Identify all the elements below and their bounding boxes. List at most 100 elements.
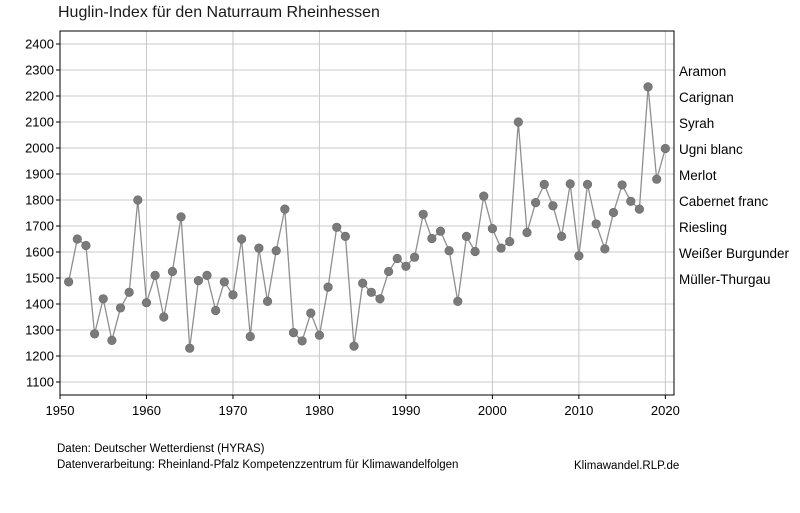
data-point	[124, 287, 134, 297]
data-point	[409, 252, 420, 262]
data-point	[470, 246, 480, 257]
data-point	[626, 196, 636, 206]
data-point	[332, 222, 342, 232]
x-tick-label: 1980	[305, 403, 334, 418]
series-line	[67, 86, 667, 349]
data-point	[539, 179, 549, 189]
data-point	[531, 198, 541, 208]
data-point	[444, 246, 454, 256]
data-point	[150, 270, 160, 281]
y-tick-label: 1800	[25, 193, 54, 208]
data-point	[479, 191, 489, 201]
data-point	[288, 328, 299, 338]
data-point	[133, 195, 143, 205]
data-point	[392, 253, 402, 264]
data-point	[384, 266, 394, 277]
data-point	[254, 243, 264, 253]
data-point	[660, 143, 670, 154]
data-point	[141, 298, 152, 308]
x-tick-label: 1970	[218, 403, 247, 418]
data-point	[297, 336, 307, 346]
grape-variety-label: Riesling	[679, 220, 727, 235]
data-point	[574, 251, 584, 261]
grape-variety-labels: Aramon Carignan Syrah Ugni blanc Merlot Caber…	[679, 64, 790, 287]
data-point	[159, 312, 169, 322]
data-point	[513, 117, 523, 127]
data-point	[306, 308, 316, 318]
data-point	[81, 240, 91, 251]
data-point	[314, 330, 325, 340]
data-point	[107, 335, 117, 346]
data-point	[505, 237, 515, 247]
data-source-line: Daten: Deutscher Wetterdienst (HYRAS)	[57, 443, 265, 455]
data-point	[167, 266, 178, 277]
data-point	[418, 209, 428, 219]
grape-variety-label: Weißer Burgunder	[679, 246, 790, 261]
y-tick-label: 2400	[25, 37, 54, 52]
data-point	[366, 287, 376, 297]
x-tick-label: 1950	[46, 403, 75, 418]
plot-frame	[59, 30, 675, 396]
data-point	[643, 82, 653, 92]
data-point	[522, 227, 532, 238]
data-point	[453, 296, 463, 307]
y-tick-label: 1900	[25, 167, 54, 182]
y-tick-label: 2100	[25, 115, 54, 130]
data-point	[280, 204, 290, 214]
series-huglin-index	[64, 82, 670, 353]
data-point	[176, 212, 186, 222]
data-point	[427, 233, 437, 244]
data-point	[271, 246, 281, 256]
data-point	[565, 179, 575, 189]
grape-variety-label: Ugni blanc	[679, 142, 743, 157]
data-point	[340, 231, 350, 241]
x-tick-label: 1990	[391, 403, 420, 418]
brand-url: Klimawandel.RLP.de	[574, 460, 680, 472]
y-axis: 1100 1200 1300 1400 1500 1600 1700 1800 1900 2000…	[25, 37, 60, 390]
x-axis: 1950 1960 1970 1980 1990 2000 2010 2020	[46, 395, 680, 418]
data-point	[652, 174, 662, 184]
grid-lines	[59, 31, 674, 395]
y-tick-label: 2000	[25, 141, 54, 156]
data-point	[185, 343, 195, 353]
x-tick-label: 2010	[564, 403, 593, 418]
data-point	[72, 234, 82, 244]
data-processing-line: Datenverarbeitung: Rheinland-Pfalz Kompe…	[57, 459, 459, 471]
data-point	[349, 341, 359, 351]
data-point	[591, 219, 601, 229]
data-point	[98, 294, 108, 304]
data-point	[461, 231, 472, 241]
data-point	[228, 290, 238, 300]
grape-variety-label: Aramon	[679, 64, 726, 79]
data-point	[496, 243, 506, 253]
data-point	[582, 179, 593, 189]
grape-variety-label: Carignan	[679, 90, 734, 105]
data-point	[64, 277, 74, 287]
data-point	[600, 244, 610, 254]
y-tick-label: 1400	[25, 297, 54, 312]
x-tick-label: 1960	[132, 403, 161, 418]
x-tick-label: 2000	[478, 403, 507, 418]
data-point	[237, 234, 247, 244]
data-point	[617, 180, 627, 190]
y-tick-label: 1600	[25, 245, 54, 260]
data-point	[548, 201, 558, 211]
data-point	[193, 276, 203, 286]
chart-title: Huglin-Index für den Naturraum Rheinhess…	[58, 4, 380, 21]
y-tick-label: 1200	[25, 349, 54, 364]
data-point	[89, 329, 100, 339]
y-tick-label: 2200	[25, 89, 54, 104]
data-point	[435, 226, 446, 236]
data-point	[487, 224, 497, 234]
data-point	[401, 261, 411, 271]
y-tick-label: 1300	[25, 323, 54, 338]
data-point	[115, 303, 126, 313]
y-tick-label: 2300	[25, 63, 54, 78]
data-point	[634, 204, 645, 214]
grape-variety-label: Cabernet franc	[679, 194, 769, 209]
y-tick-label: 1700	[25, 219, 54, 234]
x-tick-label: 2020	[651, 403, 680, 418]
y-tick-label: 1500	[25, 271, 54, 286]
grape-variety-label: Müller-Thurgau	[679, 272, 771, 287]
